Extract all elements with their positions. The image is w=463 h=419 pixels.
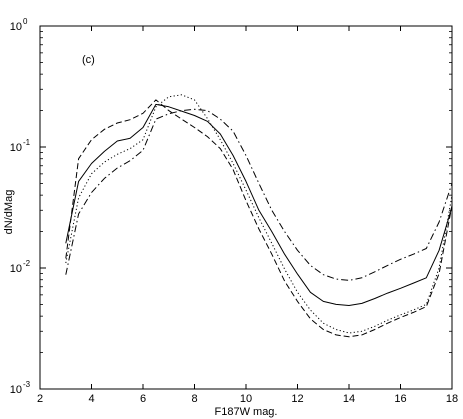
y-tick-label: 10	[10, 142, 22, 154]
plot-background	[40, 26, 452, 389]
series-group	[65, 94, 453, 338]
y-tick-label: 10	[10, 384, 22, 396]
x-tick-label: 2	[37, 393, 43, 405]
y-tick-label-exponent: -2	[23, 259, 31, 268]
x-tick-label: 14	[343, 393, 355, 405]
x-axis-label: F187W mag.	[215, 406, 278, 418]
plot-area	[40, 26, 452, 389]
y-tick-label: 10	[10, 21, 22, 33]
series-line-dashdot	[65, 108, 453, 281]
x-tick-label: 6	[140, 393, 146, 405]
x-tick-label: 18	[446, 393, 458, 405]
x-tick-label: 16	[394, 393, 406, 405]
y-tick-label-exponent: -3	[23, 380, 31, 389]
y-tick-label: 10	[10, 263, 22, 275]
x-tick-label: 12	[291, 393, 303, 405]
series-line-solid	[65, 103, 453, 306]
x-tick-label: 8	[191, 393, 197, 405]
x-tick-label: 4	[88, 393, 94, 405]
y-tick-label-exponent: 0	[23, 17, 28, 26]
series-line-dashed	[65, 99, 453, 338]
panel-label: (c)	[82, 54, 95, 66]
y-tick-label-exponent: -1	[23, 138, 31, 147]
x-tick-label: 10	[240, 393, 252, 405]
series-line-dotted	[65, 94, 453, 334]
y-axis-label: dN/dMag	[3, 190, 15, 235]
